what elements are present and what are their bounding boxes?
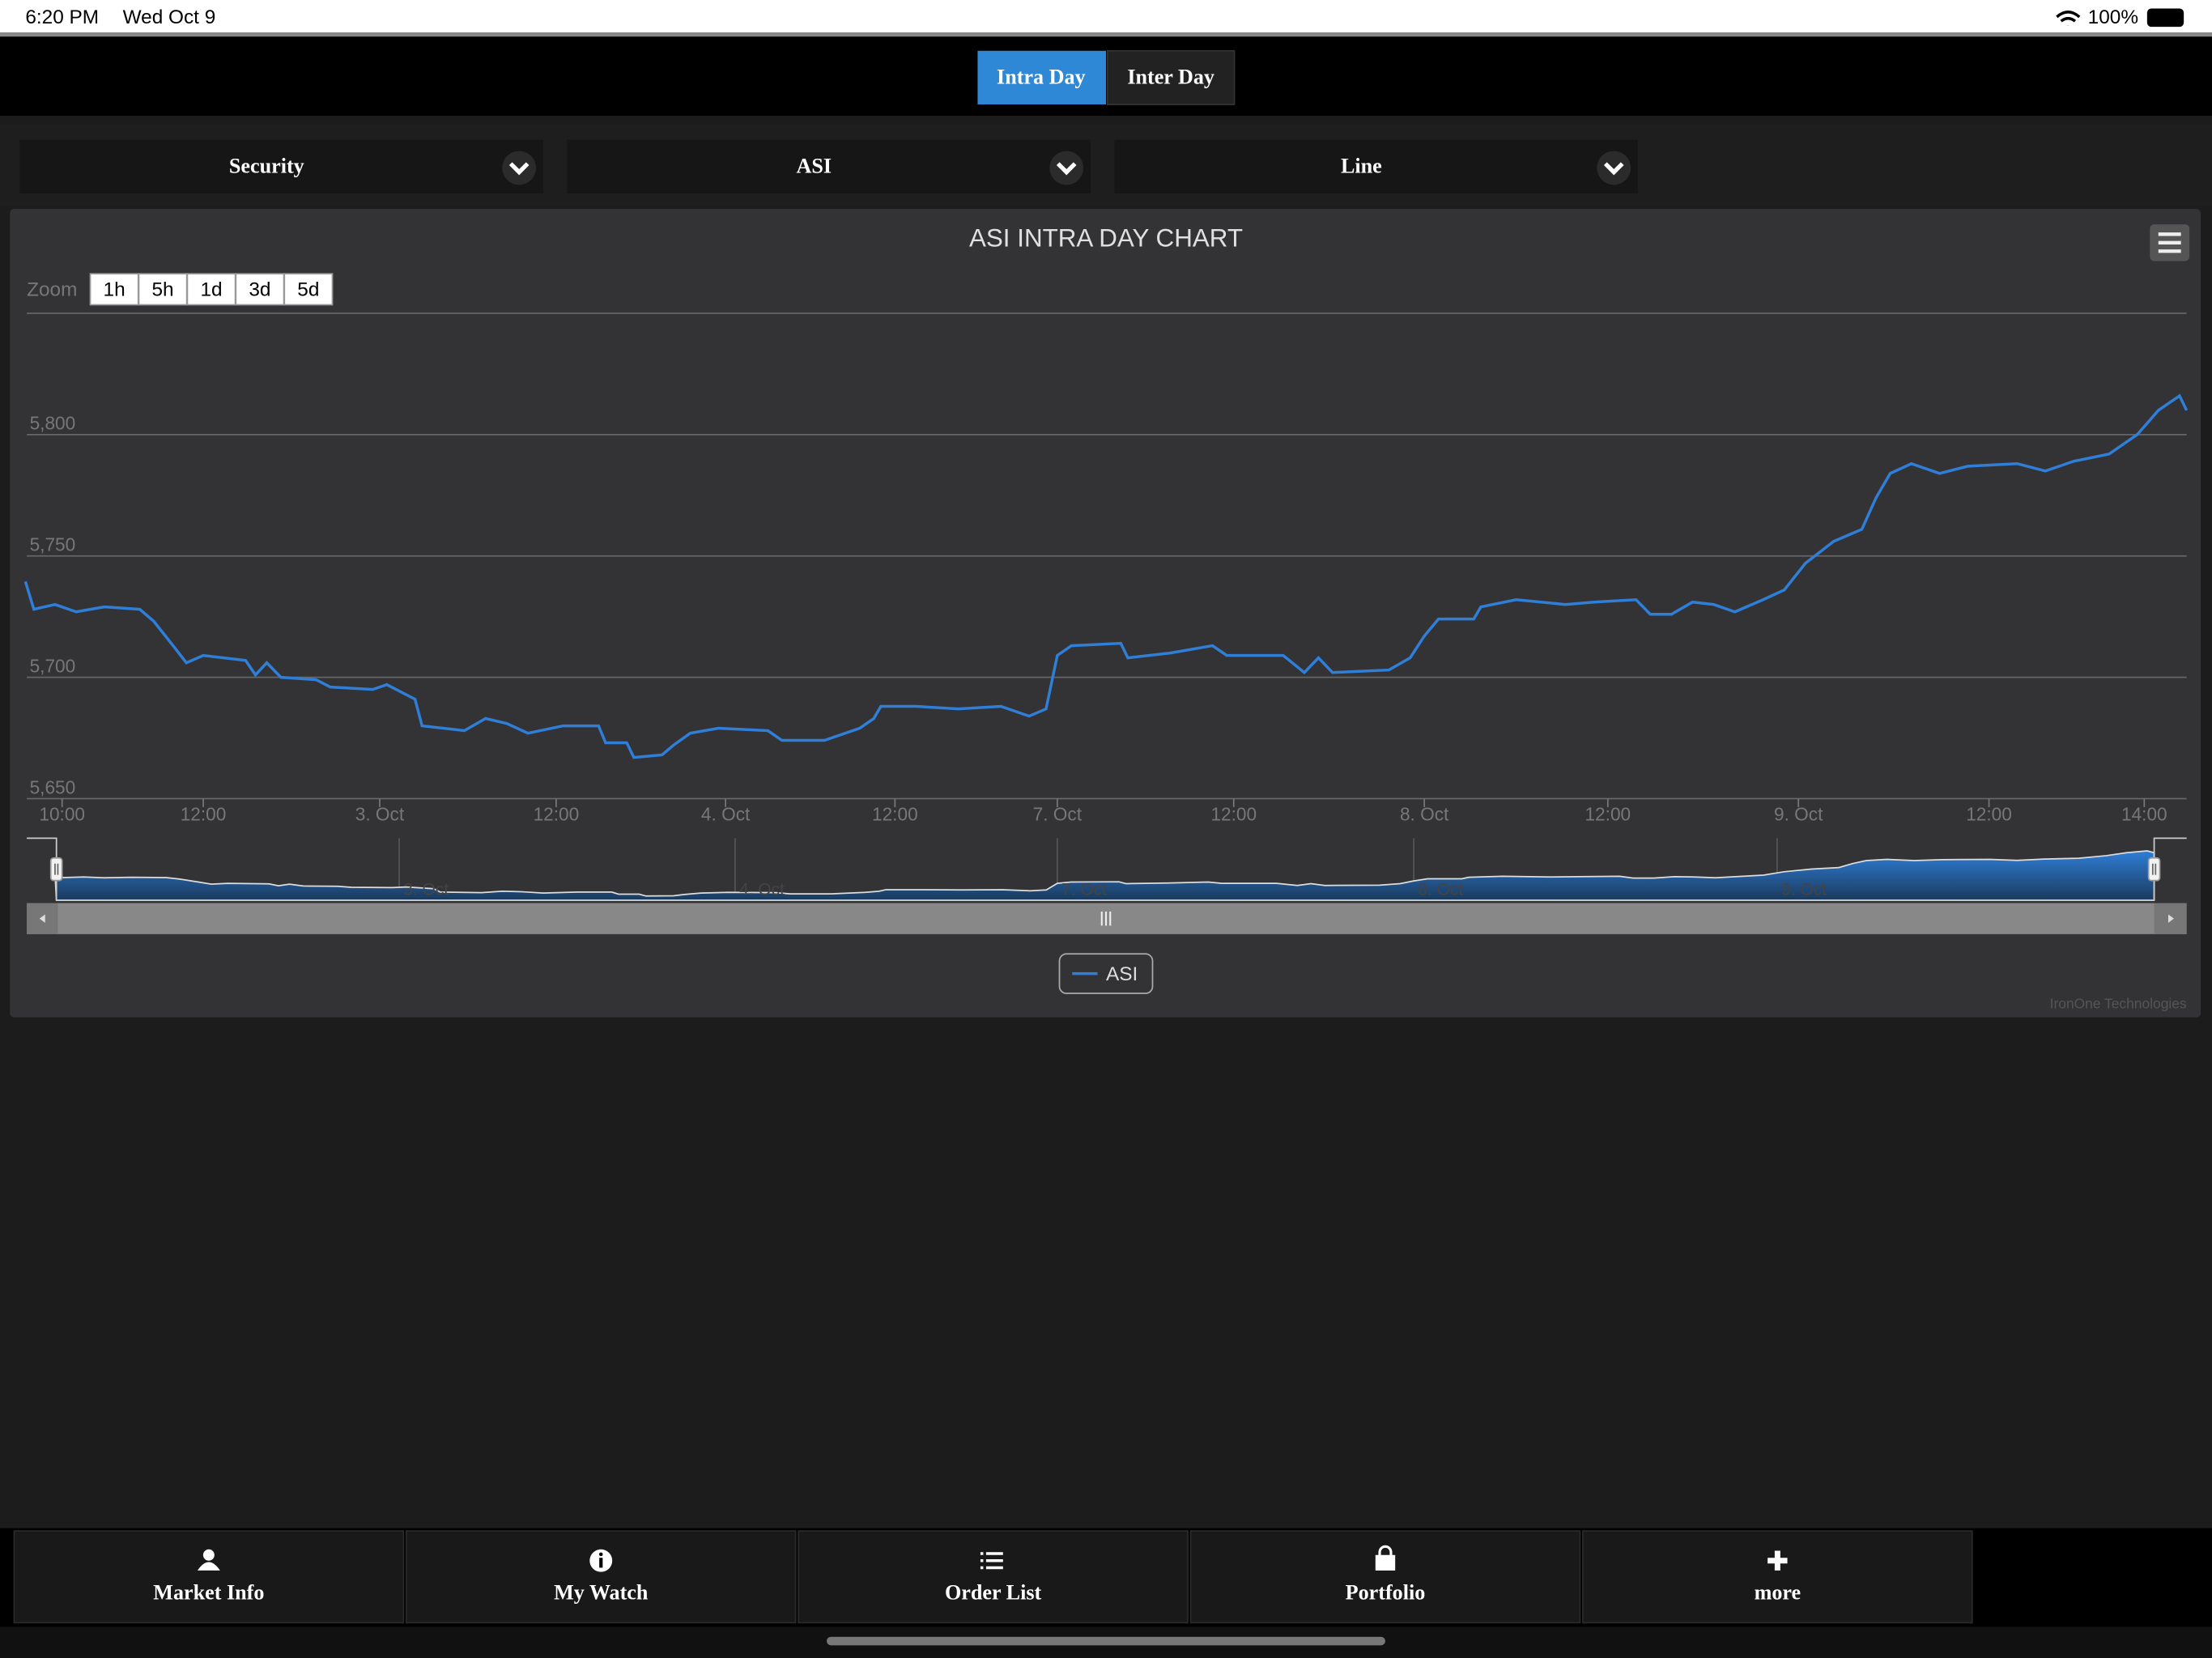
nav-item[interactable] (1582, 1530, 1973, 1624)
scroll-right-arrow[interactable] (2167, 914, 2174, 923)
nav-item[interactable] (798, 1530, 1189, 1624)
zoom-button-label[interactable]: 5h (152, 278, 174, 300)
dropdown[interactable] (19, 139, 543, 193)
x-tick-label: 12:00 (181, 803, 227, 824)
x-tick-label: 8. Oct (1400, 803, 1449, 824)
chart-title: ASI INTRA DAY CHART (969, 224, 1243, 253)
zoom-button[interactable] (283, 273, 334, 306)
x-tick-label: 3. Oct (355, 803, 405, 824)
navigator-label: 3. Oct (403, 880, 449, 899)
x-tick-label: 4. Oct (701, 803, 751, 824)
y-tick-label: 5,800 (30, 413, 76, 434)
x-tick-label: 12:00 (1585, 803, 1631, 824)
nav-icon-part[interactable] (985, 1552, 1003, 1570)
dropdown-chevron[interactable] (1603, 162, 1624, 176)
zoom-button-label[interactable]: 5d (297, 278, 319, 300)
credits: IronOne Technologies (2050, 996, 2187, 1012)
zoom-button-label[interactable]: 1d (200, 278, 222, 300)
dropdown-label[interactable]: Security (229, 154, 304, 177)
nav-label[interactable]: Portfolio (1346, 1581, 1426, 1605)
scroll-left-arrow[interactable] (39, 914, 45, 923)
navigator-handle[interactable] (2147, 857, 2161, 882)
nav-icon-part[interactable] (980, 1552, 984, 1570)
x-tick-label: 12:00 (1210, 803, 1257, 824)
nav-icon[interactable] (197, 1549, 220, 1571)
navigator-label: 7. Oct (1061, 880, 1107, 899)
status-time: 6:20 PM (25, 6, 99, 28)
dropdown-chevron-bg[interactable] (502, 151, 537, 185)
nav-icon-part[interactable] (1767, 1550, 1788, 1571)
navigator-area (54, 850, 2155, 901)
nav-label[interactable]: My Watch (554, 1581, 649, 1605)
nav-icon-part[interactable] (1378, 1545, 1393, 1557)
navigator-handle[interactable] (49, 857, 63, 882)
menu-icon[interactable] (2158, 232, 2181, 253)
navigator-label: 9. Oct (1781, 880, 1827, 899)
x-tick-label: 12:00 (1966, 803, 2012, 824)
navigator-label: 8. Oct (1418, 880, 1463, 899)
dropdown-label[interactable]: Line (1341, 154, 1382, 177)
y-tick-label: 5,650 (30, 776, 76, 797)
nav-icon-part[interactable] (1375, 1554, 1396, 1571)
divider (0, 32, 2212, 37)
tab-inter-day[interactable] (1106, 49, 1236, 105)
home-indicator (827, 1636, 1385, 1646)
nav-item[interactable] (405, 1530, 797, 1624)
x-tick-label: 14:00 (2121, 803, 2167, 824)
nav-icon-part[interactable] (599, 1558, 603, 1568)
dropdown[interactable] (1114, 139, 1638, 193)
status-bar (0, 0, 2212, 33)
wifi-icon (2056, 11, 2081, 26)
tab-label[interactable]: Inter Day (1127, 66, 1214, 89)
navigator-handle-grip[interactable] (2151, 863, 2157, 875)
nav-icon[interactable] (1375, 1545, 1396, 1571)
x-tick-label: 10:00 (39, 803, 85, 824)
x-tick-label: 9. Oct (1774, 803, 1823, 824)
navigator-handle-grip[interactable] (54, 863, 59, 875)
y-tick-label: 5,750 (30, 534, 76, 555)
dropdown-label[interactable]: ASI (797, 154, 832, 177)
navigator-label: 4. Oct (739, 880, 785, 899)
zoom-label: Zoom (27, 278, 77, 300)
zoom-button-label[interactable]: 3d (249, 278, 270, 300)
nav-label[interactable]: Market Info (153, 1581, 264, 1605)
nav-icon-part[interactable] (598, 1552, 603, 1557)
zoom-button-label[interactable]: 1h (104, 278, 125, 300)
x-tick-label: 12:00 (872, 803, 918, 824)
status-battery: 100% (2088, 6, 2138, 28)
dropdown-chevron-bg[interactable] (1597, 151, 1631, 185)
x-tick-label: 7. Oct (1033, 803, 1083, 824)
nav-icon-part[interactable] (197, 1562, 220, 1571)
nav-label[interactable]: Order List (945, 1581, 1042, 1605)
series-line (23, 393, 2189, 759)
battery-icon (2146, 8, 2184, 28)
nav-icon[interactable] (589, 1549, 613, 1572)
legend-label[interactable]: ASI (1106, 963, 1138, 985)
tab-label[interactable]: Intra Day (997, 66, 1086, 89)
nav-item[interactable] (1189, 1530, 1581, 1624)
legend[interactable] (1058, 953, 1154, 994)
x-tick-label: 12:00 (534, 803, 580, 824)
dropdown-chevron[interactable] (508, 162, 530, 176)
dropdown-chevron-bg[interactable] (1049, 151, 1084, 185)
dropdown-chevron[interactable] (1056, 162, 1077, 176)
status-date: Wed Oct 9 (123, 6, 216, 28)
scroll-grip[interactable] (1100, 911, 1112, 926)
zoom-button[interactable] (235, 273, 285, 306)
zoom-button[interactable] (186, 273, 236, 306)
nav-label[interactable]: more (1755, 1581, 1802, 1605)
nav-item[interactable] (13, 1530, 405, 1624)
nav-icon[interactable] (1767, 1550, 1788, 1571)
chart-panel (10, 208, 2201, 1018)
nav-icon-part[interactable] (202, 1549, 215, 1561)
y-tick-label: 5,700 (30, 655, 76, 676)
tab-intra-day[interactable] (977, 50, 1106, 104)
zoom-button[interactable] (138, 273, 188, 306)
dropdown[interactable] (567, 139, 1091, 193)
nav-icon[interactable] (980, 1552, 1003, 1570)
